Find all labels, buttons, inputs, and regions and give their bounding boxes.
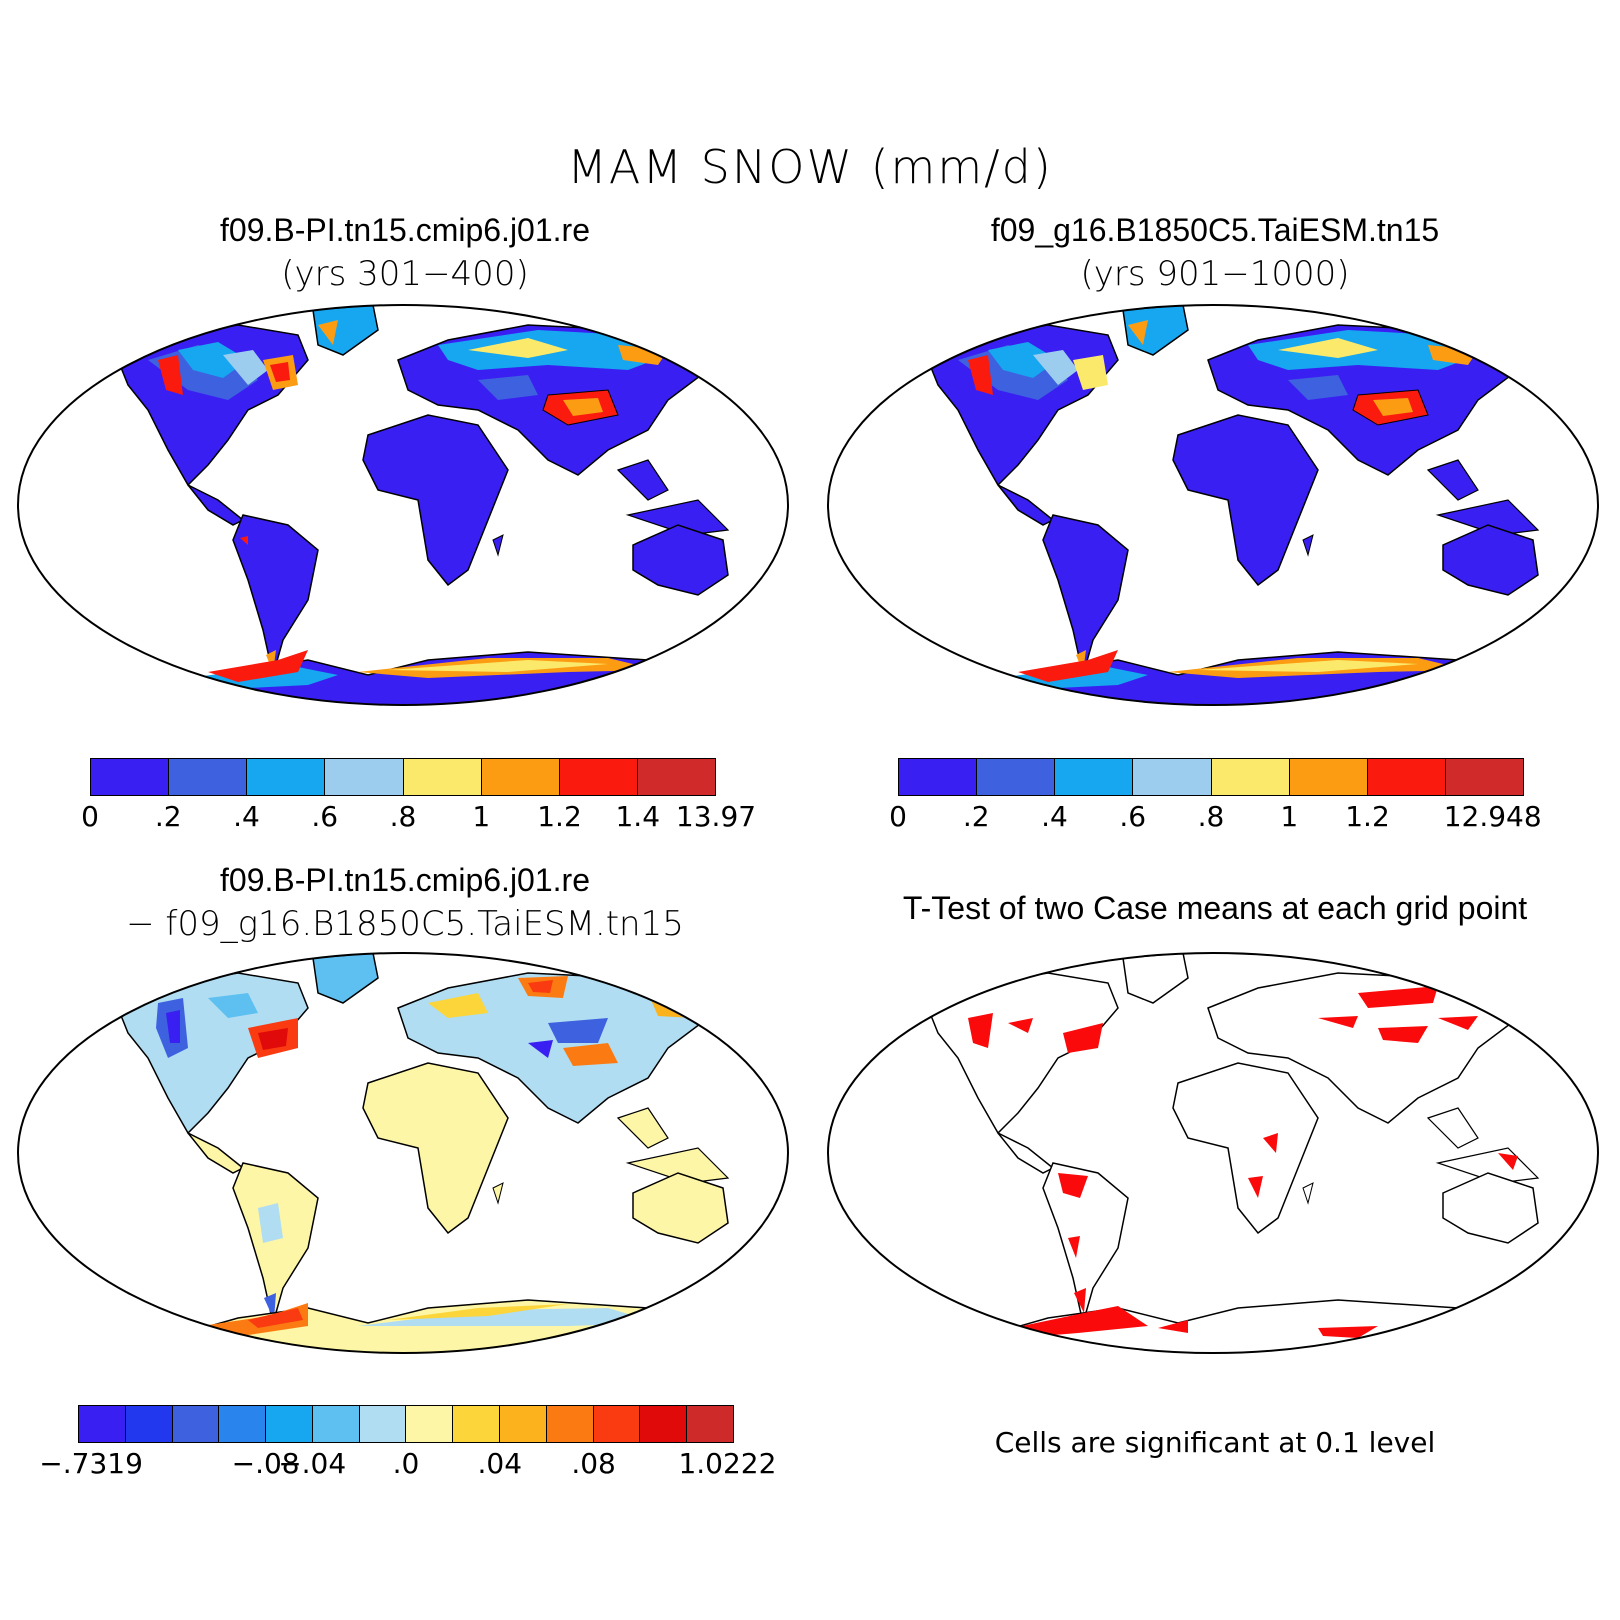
- panel-tr-map: [827, 304, 1599, 706]
- colorbar-cell: [1289, 759, 1368, 795]
- panel-br-map: [827, 952, 1599, 1354]
- colorbar-label: 12.948: [1443, 800, 1542, 833]
- africa: [362, 414, 509, 587]
- south-america: [232, 514, 319, 676]
- colorbar-label: 1.0222: [678, 1447, 777, 1480]
- colorbar-cell: [899, 759, 978, 795]
- colorbar-cell: [169, 759, 248, 795]
- panel-br-title: T-Test of two Case means at each grid po…: [902, 890, 1528, 926]
- colorbar-label: .2: [154, 800, 182, 833]
- colorbar-cell: [91, 759, 170, 795]
- colorbar-cell: [247, 759, 326, 795]
- colorbar-label: .6: [311, 800, 339, 833]
- panel-tl-colorbar-labels: 0 .2 .4 .6 .8 1 1.2 1.4 13.97: [81, 800, 756, 836]
- panel-bl-subtitle: − f09_g16.B1850C5.TaiESM.tn15: [126, 904, 684, 944]
- colorbar-cell: [977, 759, 1056, 795]
- colorbar-cell: [312, 1406, 360, 1442]
- colorbar-cell: [125, 1406, 173, 1442]
- colorbar-cell: [481, 759, 560, 795]
- colorbar-label: 1.2: [1345, 800, 1390, 833]
- colorbar-label: −.7319: [39, 1447, 143, 1480]
- colorbar-cell: [453, 1406, 501, 1442]
- colorbar-cell: [500, 1406, 547, 1442]
- colorbar-label: .4: [233, 800, 260, 833]
- colorbar-cell: [1445, 759, 1523, 795]
- colorbar-label: .6: [1119, 800, 1147, 833]
- panel-tl-subtitle: (yrs 301−400): [281, 254, 529, 294]
- colorbar-cell: [1211, 759, 1290, 795]
- colorbar-cell: [403, 759, 482, 795]
- colorbar-cell: [1133, 759, 1212, 795]
- colorbar-label: .08: [571, 1447, 616, 1480]
- panel-bl-title: f09.B-PI.tn15.cmip6.j01.re: [220, 862, 590, 898]
- colorbar-label: −.04: [278, 1447, 347, 1480]
- colorbar-cell: [593, 1406, 641, 1442]
- colorbar-cell: [325, 759, 404, 795]
- colorbar-cell: [406, 1406, 454, 1442]
- panel-tr-colorbar-labels: 0 .2 .4 .6 .8 1 1.2 12.948: [889, 800, 1542, 836]
- panel-tl-map: [17, 304, 789, 706]
- colorbar-cell: [640, 1406, 688, 1442]
- colorbar-label: .8: [389, 800, 417, 833]
- colorbar-cell: [637, 759, 715, 795]
- colorbar-label: 13.97: [675, 800, 757, 833]
- colorbar-cell: [219, 1406, 267, 1442]
- colorbar-cell: [687, 1406, 733, 1442]
- figure-title: MAM SNOW (mm/d): [567, 140, 1053, 194]
- colorbar-label: 1: [1280, 800, 1299, 833]
- colorbar-cell: [359, 1406, 407, 1442]
- panel-tr-subtitle: (yrs 901−1000): [1080, 254, 1350, 294]
- panel-tl-title: f09.B-PI.tn15.cmip6.j01.re: [220, 212, 590, 248]
- colorbar-label: .4: [1041, 800, 1068, 833]
- colorbar-cell: [79, 1406, 126, 1442]
- colorbar-label: .04: [477, 1447, 523, 1480]
- panel-tr-title: f09_g16.B1850C5.TaiESM.tn15: [990, 212, 1440, 248]
- colorbar-cell: [1055, 759, 1134, 795]
- colorbar-label: .2: [962, 800, 990, 833]
- colorbar-label: 1.2: [537, 800, 582, 833]
- significance-note: Cells are significant at 0.1 level: [994, 1426, 1436, 1459]
- colorbar-label: 1: [472, 800, 491, 833]
- australia: [632, 524, 729, 596]
- colorbar-label: 0: [81, 800, 99, 833]
- panel-bl-map: [17, 952, 789, 1354]
- colorbar-cell: [1367, 759, 1446, 795]
- panel-tl-colorbar: [90, 758, 716, 796]
- colorbar-label: 1.4: [615, 800, 661, 833]
- panel-bl-colorbar-labels: −.7319 −.08 −.04 .0 .04 .08 1.0222: [39, 1447, 776, 1483]
- colorbar-label: .8: [1197, 800, 1225, 833]
- colorbar-cell: [172, 1406, 220, 1442]
- colorbar-cell: [559, 759, 638, 795]
- colorbar-label: −.08: [231, 1447, 300, 1480]
- panel-bl-colorbar: [78, 1405, 734, 1443]
- colorbar-cell: [546, 1406, 594, 1442]
- colorbar-label: 0: [889, 800, 907, 833]
- colorbar-label: .0: [392, 1447, 420, 1480]
- panel-tr-colorbar: [898, 758, 1524, 796]
- colorbar-cell: [266, 1406, 313, 1442]
